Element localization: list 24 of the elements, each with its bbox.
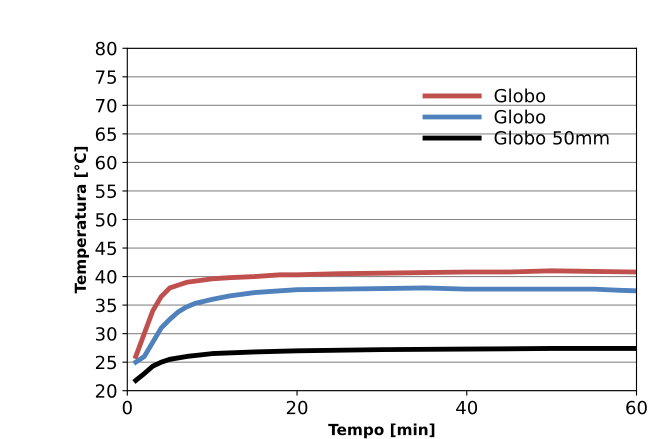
x-axis-title: Tempo [min] <box>328 423 434 438</box>
y-tick-label: 50 <box>96 212 116 227</box>
legend-label: Globo 50mm <box>494 130 609 145</box>
y-tick-label: 30 <box>96 327 116 341</box>
line-series <box>133 268 636 359</box>
y-tick-label: 35 <box>96 298 116 312</box>
x-tick-label: 60 <box>626 400 647 414</box>
x-tick-label: 20 <box>286 400 308 414</box>
line-series <box>133 286 636 365</box>
x-tick-label: 0 <box>122 400 132 414</box>
x-tick-label: 40 <box>456 400 478 414</box>
legend-label: Globo <box>494 88 546 102</box>
y-tick-label: 25 <box>96 356 116 370</box>
y-axis-title: Temperatura [°C] <box>74 146 90 294</box>
y-tick-label: 70 <box>96 98 116 112</box>
y-tick-label: 40 <box>95 270 116 284</box>
y-tick-label: 55 <box>96 184 116 198</box>
y-tick-label: 60 <box>96 156 116 170</box>
y-tick-label: 80 <box>96 42 116 56</box>
y-tick-label: 75 <box>96 70 116 84</box>
y-tick-label: 45 <box>95 242 116 256</box>
y-tick-label: 20 <box>96 384 116 398</box>
legend-label: Globo <box>494 110 546 124</box>
y-tick-label: 65 <box>96 127 116 142</box>
